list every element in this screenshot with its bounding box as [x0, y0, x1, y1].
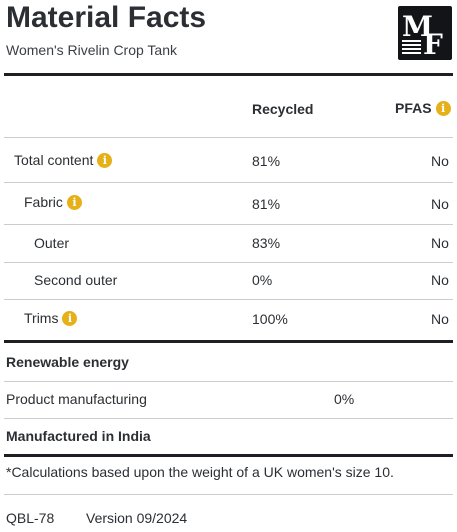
- svg-text:M: M: [402, 10, 433, 43]
- divider: [4, 224, 453, 225]
- mf-logo: M F: [398, 6, 452, 60]
- info-icon[interactable]: i: [62, 311, 78, 326]
- renewable-energy-heading: Renewable energy: [6, 354, 129, 370]
- document-version: Version 09/2024: [86, 510, 188, 526]
- page-title: Material Facts: [6, 1, 207, 34]
- table-row-pfas: No: [431, 153, 449, 169]
- svg-text:F: F: [423, 28, 443, 60]
- divider: [4, 262, 453, 263]
- table-row-recycled: 81%: [252, 153, 281, 169]
- table-row-pfas: No: [431, 311, 449, 327]
- document-code: QBL-78: [6, 510, 55, 526]
- divider: [4, 182, 453, 183]
- column-header-pfas-label: PFAS: [395, 100, 432, 116]
- table-row-recycled: 100%: [252, 311, 288, 327]
- table-row-label: Second outer: [34, 272, 118, 288]
- table-row-label: Trims i: [24, 310, 78, 326]
- table-row-label: Total content i: [14, 152, 113, 168]
- table-row-pfas: No: [431, 272, 449, 288]
- table-row-recycled: 83%: [252, 235, 281, 251]
- info-icon[interactable]: i: [97, 153, 113, 168]
- origin-text: Manufactured in India: [6, 428, 151, 444]
- footnote: *Calculations based upon the weight of a…: [6, 464, 394, 480]
- table-row-recycled: 0%: [252, 272, 273, 288]
- info-icon[interactable]: i: [435, 101, 451, 116]
- table-row-pfas: No: [431, 235, 449, 251]
- table-row-recycled: 81%: [252, 196, 281, 212]
- product-manufacturing-label: Product manufacturing: [6, 391, 147, 407]
- divider: [4, 418, 453, 419]
- table-row-pfas: No: [431, 196, 449, 212]
- divider: [4, 381, 453, 382]
- table-row-label: Outer: [34, 235, 70, 251]
- divider: [4, 299, 453, 300]
- section-rule: [4, 340, 453, 343]
- product-manufacturing-value: 0%: [334, 391, 355, 407]
- product-name: Women's Rivelin Crop Tank: [6, 42, 178, 58]
- table-row-label: Fabric i: [24, 194, 82, 210]
- divider: [4, 494, 453, 495]
- column-header-recycled: Recycled: [252, 101, 314, 117]
- section-rule: [4, 454, 453, 457]
- header-rule: [4, 73, 453, 76]
- info-icon[interactable]: i: [66, 195, 82, 210]
- column-header-pfas: PFAS i: [395, 100, 451, 116]
- divider: [4, 137, 453, 138]
